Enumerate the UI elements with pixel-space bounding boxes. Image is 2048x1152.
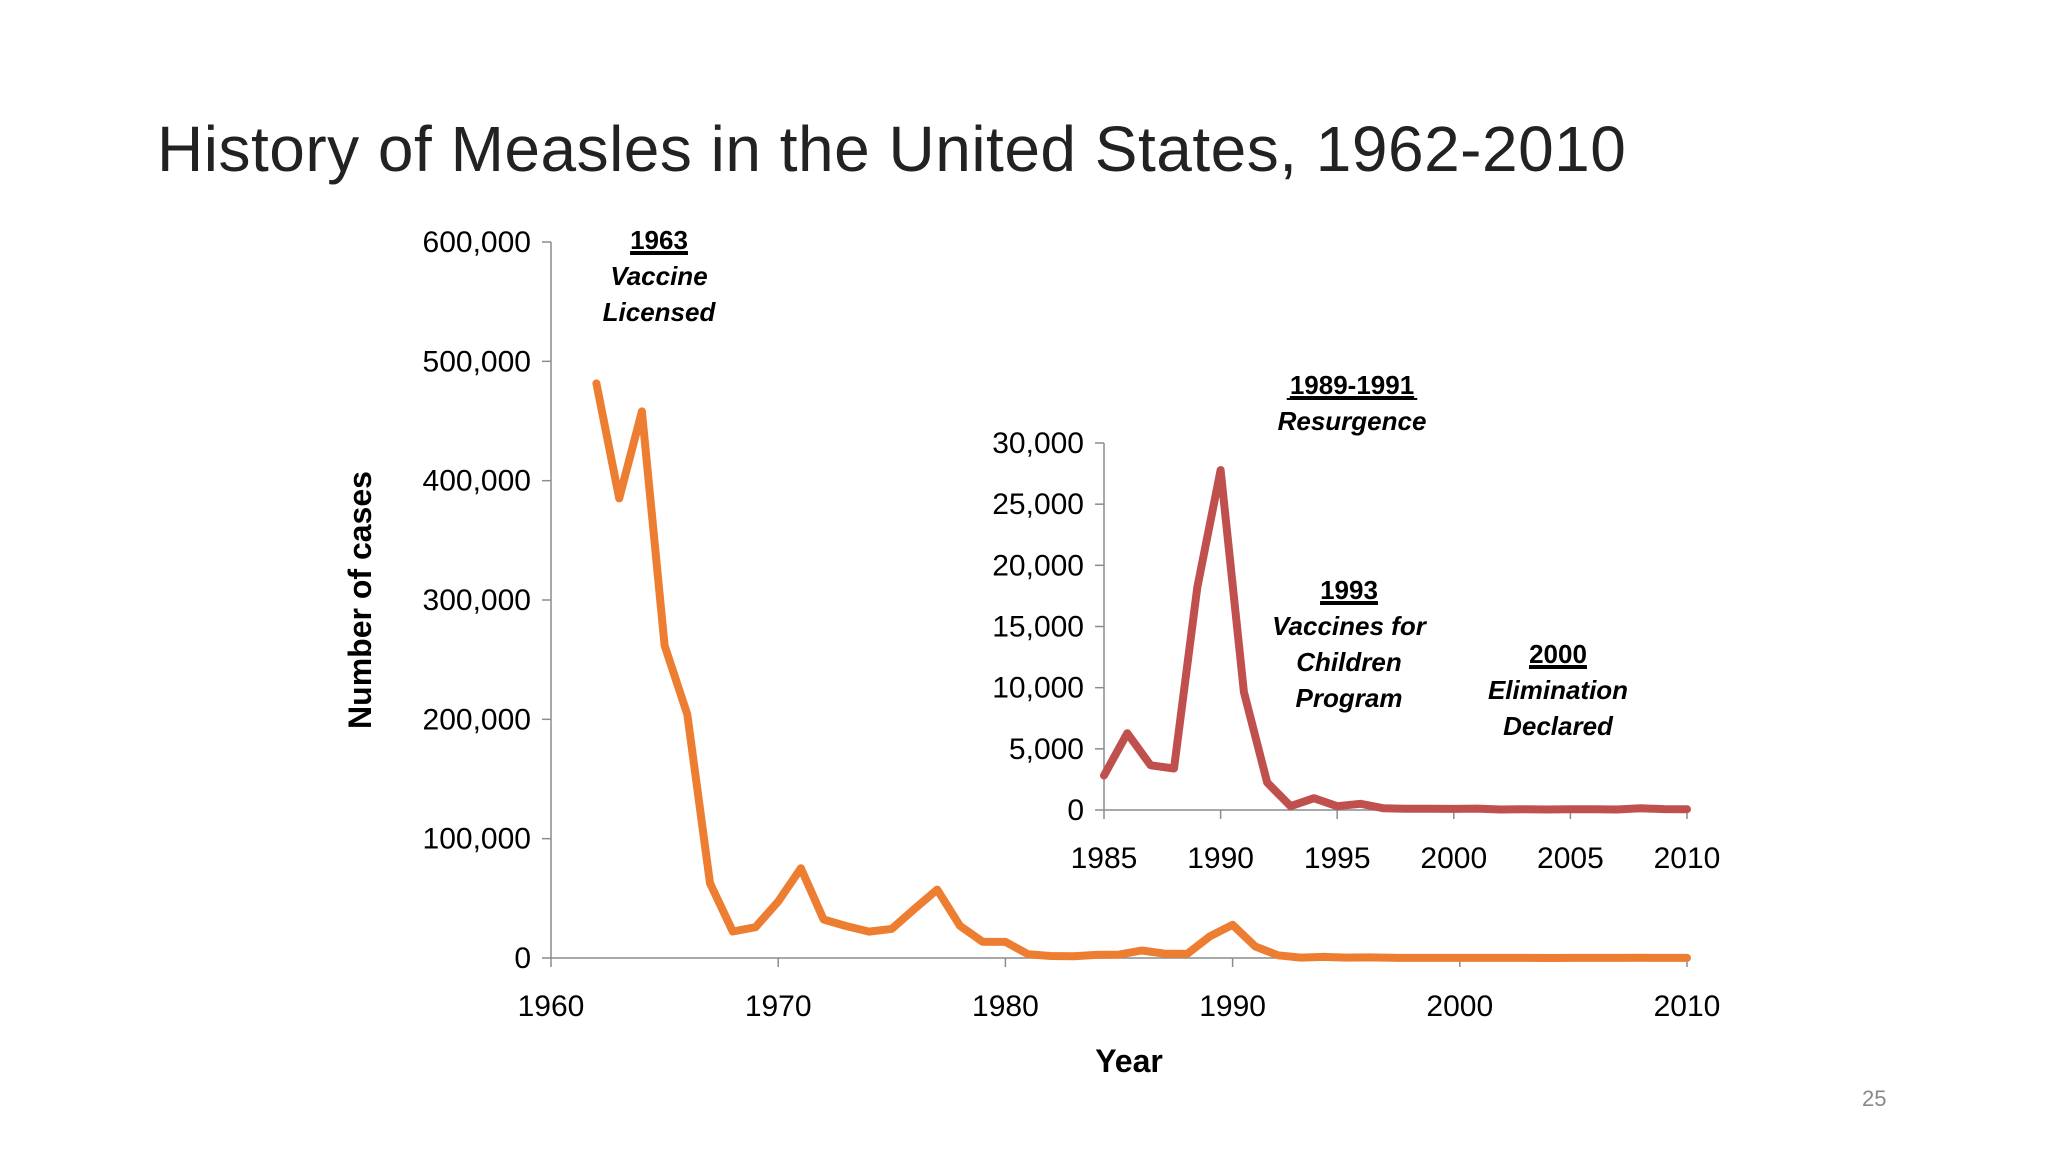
x-tick-label: 1970: [745, 990, 812, 1023]
x-tick-label: 2010: [1654, 842, 1721, 875]
y-tick-label: 30,000: [992, 427, 1084, 460]
annotation-1963-vaccine-line: Licensed: [603, 297, 717, 327]
y-tick-label: 5,000: [1009, 733, 1084, 766]
y-tick-label: 600,000: [423, 226, 531, 259]
y-tick-label: 200,000: [423, 703, 531, 736]
x-tick-label: 2000: [1426, 990, 1493, 1023]
annotation-vfc-program-line: Program: [1296, 683, 1403, 713]
y-axis-title: Number of cases: [342, 471, 378, 729]
y-tick-label: 0: [514, 942, 531, 975]
annotation-elimination-line: Elimination: [1488, 675, 1628, 705]
x-tick-label: 1985: [1071, 842, 1138, 875]
x-tick-label: 1995: [1304, 842, 1371, 875]
inset-panel: [960, 420, 1720, 870]
y-tick-label: 500,000: [423, 345, 531, 378]
y-tick-label: 300,000: [423, 584, 531, 617]
x-tick-label: 2005: [1537, 842, 1604, 875]
annotation-elimination-title: 2000: [1529, 639, 1587, 669]
y-tick-label: 15,000: [992, 611, 1084, 644]
x-tick-label: 2000: [1420, 842, 1487, 875]
y-tick-label: 400,000: [423, 465, 531, 498]
x-tick-label: 1990: [1187, 842, 1254, 875]
x-axis-title: Year: [1095, 1043, 1163, 1079]
annotation-resurgence-title: 1989-1991: [1290, 370, 1414, 400]
slide-title: History of Measles in the United States,…: [157, 113, 1627, 185]
x-tick-label: 1960: [518, 990, 585, 1023]
series-line-0: [592, 379, 1691, 962]
x-tick-label: 1990: [1199, 990, 1266, 1023]
y-tick-label: 0: [1067, 794, 1084, 827]
y-tick-label: 100,000: [423, 823, 531, 856]
annotation-resurgence-line: Resurgence: [1278, 406, 1427, 436]
page-number: 25: [1862, 1086, 1887, 1111]
annotation-1963-vaccine-line: Vaccine: [610, 261, 707, 291]
annotation-vfc-program-line: Vaccines for: [1272, 611, 1428, 641]
series-line-1: [1100, 466, 1691, 814]
x-tick-label: 1980: [972, 990, 1039, 1023]
annotation-elimination-line: Declared: [1503, 711, 1614, 741]
annotation-1963-vaccine-title: 1963: [630, 225, 688, 255]
annotation-vfc-program-title: 1993: [1320, 575, 1378, 605]
y-tick-label: 25,000: [992, 488, 1084, 521]
y-tick-label: 10,000: [992, 672, 1084, 705]
x-tick-label: 2010: [1654, 990, 1721, 1023]
y-tick-label: 20,000: [992, 549, 1084, 582]
annotation-vfc-program-line: Children: [1296, 647, 1401, 677]
